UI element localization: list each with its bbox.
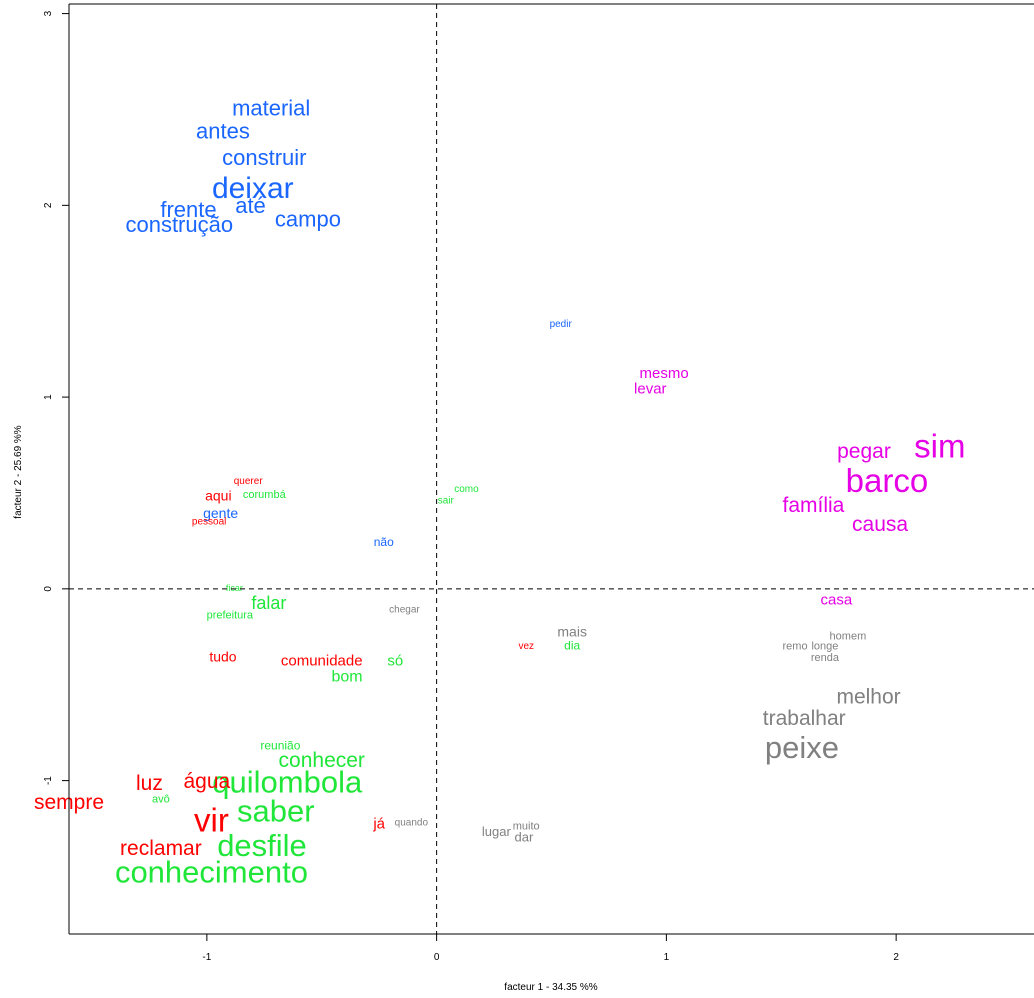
word-label-mais: mais [557, 624, 587, 640]
word-label-peixe: peixe [765, 730, 839, 765]
word-label-barco: barco [846, 462, 929, 499]
word-label-família: família [782, 494, 844, 517]
word-label-sim: sim [914, 428, 965, 465]
word-label-frente: frente [160, 197, 216, 222]
x-tick-label: 1 [664, 952, 670, 963]
x-axis-label: facteur 1 - 34.35 %% [504, 982, 597, 993]
word-label-material: material [232, 95, 310, 120]
word-label-desfile: desfile [217, 828, 307, 863]
word-label-dia: dia [564, 639, 580, 653]
y-tick-label: 0 [43, 586, 54, 592]
word-label-longe: longe [811, 640, 838, 652]
word-label-construir: construir [222, 145, 306, 170]
word-label-até: até [235, 193, 266, 218]
word-label-campo: campo [275, 206, 341, 231]
y-tick-label: 2 [43, 202, 54, 208]
y-tick-label: 3 [43, 10, 54, 16]
word-label-muito: muito [513, 821, 540, 833]
x-tick-label: 0 [434, 952, 440, 963]
word-label-renda: renda [811, 652, 840, 664]
word-label-prefeitura: prefeitura [207, 610, 254, 622]
word-label-levar: levar [634, 380, 667, 397]
word-label-vez: vez [518, 641, 534, 652]
word-label-quilombola: quilombola [212, 765, 363, 800]
x-tick-label: -1 [202, 952, 211, 963]
word-label-bom: bom [331, 668, 362, 685]
word-label-já: já [372, 816, 385, 833]
word-label-melhor: melhor [836, 686, 900, 709]
word-label-só: só [387, 653, 403, 670]
word-label-gente: gente [203, 505, 238, 521]
word-label-não: não [374, 535, 394, 549]
plot-frame-layer [68, 3, 1034, 935]
word-label-dar: dar [515, 830, 534, 845]
word-label-querer: querer [234, 476, 264, 487]
word-label-sair: sair [438, 495, 455, 506]
word-label-pessoal: pessoal [192, 516, 226, 527]
word-label-homem: homem [830, 631, 867, 643]
word-label-luz: luz [136, 772, 163, 795]
word-label-avô: avô [152, 794, 170, 806]
word-label-construção: construção [125, 212, 233, 237]
word-label-tudo: tudo [209, 649, 236, 665]
word-label-como: como [454, 484, 479, 495]
word-label-mesmo: mesmo [639, 365, 688, 382]
word-label-chegar: chegar [389, 605, 420, 616]
word-label-trabalhar: trabalhar [763, 707, 846, 730]
y-tick-label: -1 [43, 776, 54, 785]
word-label-aqui: aqui [205, 488, 231, 504]
word-label-antes: antes [196, 118, 250, 143]
word-label-vir: vir [194, 802, 229, 839]
axis-layer: facteur 1 - 34.35 %% facteur 2 - 25.69 %… [13, 10, 899, 993]
word-label-causa: causa [852, 513, 908, 536]
word-label-deixar: deixar [212, 172, 294, 205]
word-label-pedir: pedir [550, 319, 573, 330]
word-label-conhecer: conhecer [279, 749, 365, 772]
word-label-lugar: lugar [482, 824, 512, 839]
word-label-reclamar: reclamar [120, 837, 202, 860]
word-label-quando: quando [395, 817, 429, 828]
word-label-comunidade: comunidade [281, 653, 363, 670]
y-axis-label: facteur 2 - 25.69 %% [13, 425, 24, 518]
word-label-conhecimento: conhecimento [115, 855, 308, 890]
word-label-reunião: reunião [260, 738, 300, 752]
word-label-corumbá: corumbá [243, 489, 287, 501]
x-tick-label: 2 [893, 952, 899, 963]
word-label-ficar: ficar [226, 583, 243, 593]
word-label-pegar: pegar [837, 440, 891, 463]
word-label-remo: remo [783, 640, 808, 652]
word-label-água: água [183, 770, 230, 793]
word-label-saber: saber [237, 793, 315, 828]
word-label-falar: falar [251, 593, 286, 613]
word-label-casa: casa [821, 591, 853, 608]
y-tick-label: 1 [43, 394, 54, 400]
